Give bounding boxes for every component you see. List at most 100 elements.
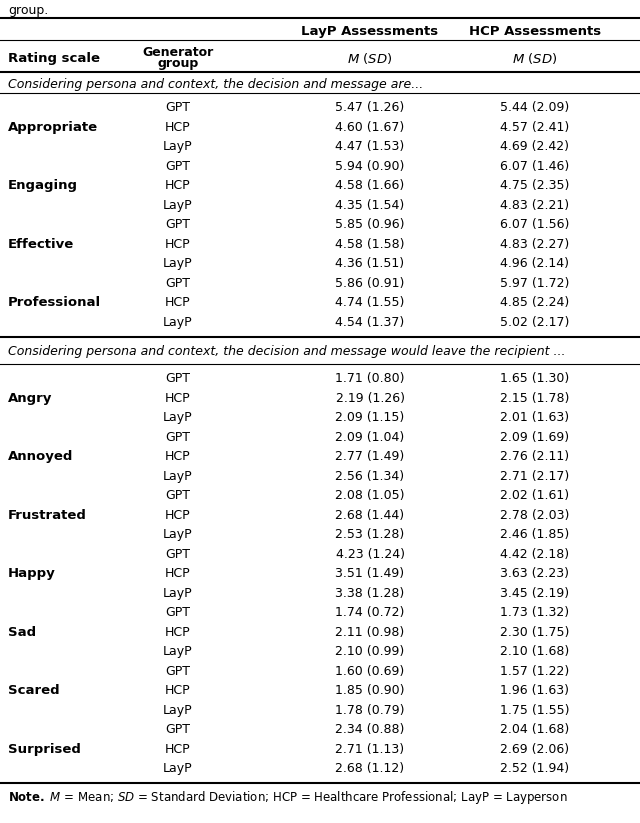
Text: HCP: HCP — [165, 179, 191, 192]
Text: Professional: Professional — [8, 296, 101, 309]
Text: 1.85 (0.90): 1.85 (0.90) — [335, 684, 404, 697]
Text: 4.96 (2.14): 4.96 (2.14) — [500, 257, 570, 270]
Text: LayP: LayP — [163, 198, 193, 212]
Text: 2.04 (1.68): 2.04 (1.68) — [500, 723, 570, 737]
Text: 5.94 (0.90): 5.94 (0.90) — [335, 160, 404, 173]
Text: $\it{M}$ ($\it{SD}$): $\it{M}$ ($\it{SD}$) — [348, 50, 393, 66]
Text: GPT: GPT — [166, 665, 191, 677]
Text: 5.85 (0.96): 5.85 (0.96) — [335, 218, 404, 231]
Text: HCP: HCP — [165, 567, 191, 580]
Text: Generator: Generator — [142, 45, 214, 58]
Text: HCP: HCP — [165, 121, 191, 133]
Text: GPT: GPT — [166, 277, 191, 290]
Text: 5.86 (0.91): 5.86 (0.91) — [335, 277, 404, 290]
Text: 4.47 (1.53): 4.47 (1.53) — [335, 140, 404, 153]
Text: 4.36 (1.51): 4.36 (1.51) — [335, 257, 404, 270]
Text: HCP: HCP — [165, 509, 191, 522]
Text: GPT: GPT — [166, 489, 191, 502]
Text: 4.74 (1.55): 4.74 (1.55) — [335, 296, 404, 309]
Text: Angry: Angry — [8, 392, 52, 405]
Text: 1.78 (0.79): 1.78 (0.79) — [335, 704, 404, 717]
Text: 2.02 (1.61): 2.02 (1.61) — [500, 489, 570, 502]
Text: 1.65 (1.30): 1.65 (1.30) — [500, 372, 570, 385]
Text: 1.60 (0.69): 1.60 (0.69) — [335, 665, 404, 677]
Text: 4.60 (1.67): 4.60 (1.67) — [335, 121, 404, 133]
Text: LayP: LayP — [163, 587, 193, 600]
Text: Considering persona and context, the decision and message would leave the recipi: Considering persona and context, the dec… — [8, 345, 566, 358]
Text: 4.75 (2.35): 4.75 (2.35) — [500, 179, 570, 192]
Text: 2.53 (1.28): 2.53 (1.28) — [335, 528, 404, 542]
Text: 2.71 (1.13): 2.71 (1.13) — [335, 742, 404, 756]
Text: 2.77 (1.49): 2.77 (1.49) — [335, 450, 404, 463]
Text: 2.15 (1.78): 2.15 (1.78) — [500, 392, 570, 405]
Text: Rating scale: Rating scale — [8, 52, 100, 64]
Text: 1.71 (0.80): 1.71 (0.80) — [335, 372, 404, 385]
Text: Annoyed: Annoyed — [8, 450, 74, 463]
Text: 4.54 (1.37): 4.54 (1.37) — [335, 316, 404, 328]
Text: 1.96 (1.63): 1.96 (1.63) — [500, 684, 570, 697]
Text: 2.34 (0.88): 2.34 (0.88) — [335, 723, 404, 737]
Text: Considering persona and context, the decision and message are...: Considering persona and context, the dec… — [8, 77, 423, 91]
Text: 2.69 (2.06): 2.69 (2.06) — [500, 742, 570, 756]
Text: HCP: HCP — [165, 684, 191, 697]
Text: 4.35 (1.54): 4.35 (1.54) — [335, 198, 404, 212]
Text: GPT: GPT — [166, 547, 191, 560]
Text: 6.07 (1.56): 6.07 (1.56) — [500, 218, 570, 231]
Text: 6.07 (1.46): 6.07 (1.46) — [500, 160, 570, 173]
Text: group.: group. — [8, 3, 48, 16]
Text: 3.63 (2.23): 3.63 (2.23) — [500, 567, 570, 580]
Text: LayP: LayP — [163, 762, 193, 775]
Text: Effective: Effective — [8, 238, 74, 251]
Text: group: group — [157, 57, 198, 69]
Text: $\bf{Note.}$ $\it{M}$ = Mean; $\it{SD}$ = Standard Deviation; HCP = Healthcare P: $\bf{Note.}$ $\it{M}$ = Mean; $\it{SD}$ … — [8, 789, 568, 807]
Text: 2.11 (0.98): 2.11 (0.98) — [335, 625, 404, 639]
Text: 4.69 (2.42): 4.69 (2.42) — [500, 140, 570, 153]
Text: GPT: GPT — [166, 607, 191, 619]
Text: LayP: LayP — [163, 528, 193, 542]
Text: 2.68 (1.12): 2.68 (1.12) — [335, 762, 404, 775]
Text: Appropriate: Appropriate — [8, 121, 98, 133]
Text: HCP: HCP — [165, 625, 191, 639]
Text: Sad: Sad — [8, 625, 36, 639]
Text: 5.97 (1.72): 5.97 (1.72) — [500, 277, 570, 290]
Text: 2.01 (1.63): 2.01 (1.63) — [500, 412, 570, 424]
Text: HCP: HCP — [165, 238, 191, 251]
Text: 2.68 (1.44): 2.68 (1.44) — [335, 509, 404, 522]
Text: HCP: HCP — [165, 450, 191, 463]
Text: 4.85 (2.24): 4.85 (2.24) — [500, 296, 570, 309]
Text: 2.09 (1.69): 2.09 (1.69) — [500, 430, 570, 444]
Text: 4.83 (2.21): 4.83 (2.21) — [500, 198, 570, 212]
Text: 4.83 (2.27): 4.83 (2.27) — [500, 238, 570, 251]
Text: $\it{M}$ ($\it{SD}$): $\it{M}$ ($\it{SD}$) — [512, 50, 557, 66]
Text: 2.52 (1.94): 2.52 (1.94) — [500, 762, 570, 775]
Text: LayP Assessments: LayP Assessments — [301, 25, 438, 38]
Text: 2.10 (0.99): 2.10 (0.99) — [335, 645, 404, 658]
Text: LayP: LayP — [163, 316, 193, 328]
Text: LayP: LayP — [163, 704, 193, 717]
Text: GPT: GPT — [166, 723, 191, 737]
Text: 5.47 (1.26): 5.47 (1.26) — [335, 101, 404, 114]
Text: LayP: LayP — [163, 257, 193, 270]
Text: HCP: HCP — [165, 296, 191, 309]
Text: 2.08 (1.05): 2.08 (1.05) — [335, 489, 404, 502]
Text: 2.30 (1.75): 2.30 (1.75) — [500, 625, 570, 639]
Text: 1.74 (0.72): 1.74 (0.72) — [335, 607, 404, 619]
Text: 2.78 (2.03): 2.78 (2.03) — [500, 509, 570, 522]
Text: 1.57 (1.22): 1.57 (1.22) — [500, 665, 570, 677]
Text: 3.51 (1.49): 3.51 (1.49) — [335, 567, 404, 580]
Text: 2.76 (2.11): 2.76 (2.11) — [500, 450, 570, 463]
Text: 3.38 (1.28): 3.38 (1.28) — [335, 587, 404, 600]
Text: GPT: GPT — [166, 101, 191, 114]
Text: 2.10 (1.68): 2.10 (1.68) — [500, 645, 570, 658]
Text: Surprised: Surprised — [8, 742, 81, 756]
Text: 2.71 (2.17): 2.71 (2.17) — [500, 470, 570, 482]
Text: Happy: Happy — [8, 567, 56, 580]
Text: 4.58 (1.66): 4.58 (1.66) — [335, 179, 404, 192]
Text: 2.19 (1.26): 2.19 (1.26) — [335, 392, 404, 405]
Text: 4.58 (1.58): 4.58 (1.58) — [335, 238, 404, 251]
Text: HCP: HCP — [165, 392, 191, 405]
Text: HCP: HCP — [165, 742, 191, 756]
Text: GPT: GPT — [166, 372, 191, 385]
Text: 5.02 (2.17): 5.02 (2.17) — [500, 316, 570, 328]
Text: Frustrated: Frustrated — [8, 509, 87, 522]
